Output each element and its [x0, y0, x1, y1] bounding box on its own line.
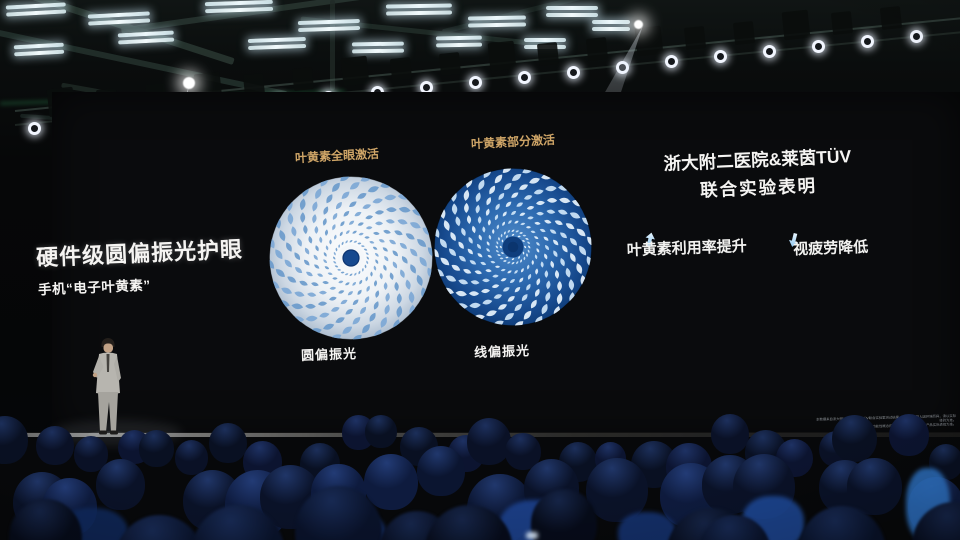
ring-light-icon [567, 65, 580, 79]
speaker-box [732, 21, 756, 46]
ring-light-icon [763, 45, 776, 59]
speaker-box [781, 9, 811, 41]
spotlight-head-icon [183, 77, 195, 89]
truss-beam [330, 0, 335, 90]
stat-label: 叶黄素利用率提升 [626, 237, 748, 260]
speaker-box [389, 57, 413, 82]
stat-value: 52% [642, 226, 733, 283]
phone-screen-glow [526, 532, 538, 539]
bar-light-icon [13, 42, 65, 58]
speaker-box [830, 11, 854, 36]
bar-light-icon [592, 20, 630, 32]
speaker-box [683, 26, 707, 51]
up-arrow-icon [646, 232, 656, 247]
speaker-box [340, 55, 370, 87]
stat-lutein-utilization: 52% 叶黄素利用率提升 [611, 225, 763, 284]
linear-polarized-pinwheel [434, 168, 592, 326]
stat-label: 视疲劳降低 [792, 238, 869, 259]
ring-light-icon [861, 34, 874, 48]
bar-light-icon [467, 15, 527, 28]
bar-light-icon [546, 6, 598, 18]
circular-polarized-pinwheel [269, 176, 433, 340]
speaker-box [536, 41, 560, 66]
presenter-suit [96, 352, 120, 395]
stat-value: 16% [786, 226, 877, 283]
ring-light-icon [616, 60, 629, 74]
spotlight-head-icon [634, 20, 643, 29]
ring-light-icon [518, 70, 531, 84]
bar-light-icon [351, 41, 405, 55]
ring-light-icon [469, 75, 482, 89]
speaker-box [634, 25, 664, 56]
speaker-box [879, 5, 903, 30]
ring-light-icon [910, 29, 923, 43]
stat-eye-fatigue: 16% 视疲劳降低 [755, 225, 907, 284]
bar-light-icon [297, 18, 361, 33]
speaker-box [585, 36, 609, 61]
speaker-box [487, 40, 517, 72]
ring-light-icon [714, 50, 727, 64]
presenter-trousers [98, 392, 118, 432]
speaker-box [438, 52, 462, 77]
stage-floor [0, 437, 960, 540]
bar-light-icon [5, 2, 67, 17]
bar-light-icon [435, 35, 483, 49]
ring-light-icon [28, 122, 41, 135]
speaker-box [291, 67, 315, 92]
left-circle-bottom-label: 圆偏振光 [300, 346, 358, 363]
presenter [88, 338, 128, 437]
down-arrow-icon [789, 233, 799, 247]
right-circle-bottom-label: 线偏振光 [473, 343, 531, 360]
bar-light-icon [385, 3, 453, 16]
ring-light-icon [812, 40, 825, 54]
ring-light-icon [665, 55, 678, 69]
bar-light-icon [204, 0, 274, 14]
bar-light-icon [247, 36, 307, 51]
